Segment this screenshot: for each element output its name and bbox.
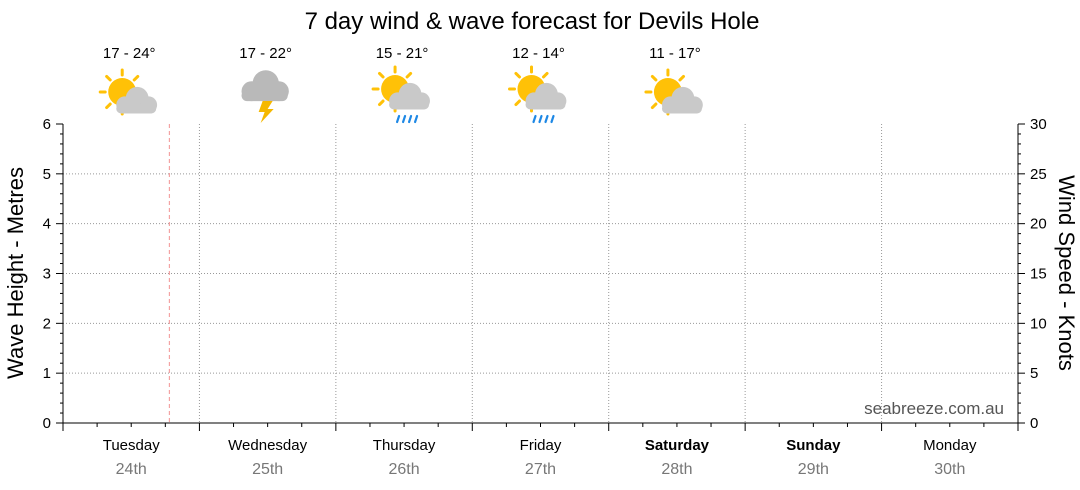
cloud-shape xyxy=(116,86,158,114)
cloud-shape xyxy=(661,86,703,114)
right-tick-label: 25 xyxy=(1030,166,1047,183)
rain-drop xyxy=(413,114,419,124)
rain-drop xyxy=(544,114,549,124)
cloud-shape xyxy=(525,82,567,110)
sun-ray xyxy=(405,71,413,79)
right-tick-label: 0 xyxy=(1030,415,1038,432)
left-tick-label: 5 xyxy=(43,166,51,183)
left-tick-label: 0 xyxy=(43,415,51,432)
temperature-range: 11 - 17° xyxy=(649,45,701,62)
left-tick-label: 2 xyxy=(43,315,51,332)
temperature-range: 17 - 24° xyxy=(103,45,156,62)
rain-drop xyxy=(532,114,537,124)
cloud-base xyxy=(241,90,288,102)
showers-icon xyxy=(371,65,430,124)
cloud-base xyxy=(116,103,157,114)
cloud-base xyxy=(525,99,566,110)
day-date-label: 26th xyxy=(389,461,420,478)
rain-drop xyxy=(538,114,543,124)
sun-ray xyxy=(650,74,658,82)
right-tick-label: 10 xyxy=(1030,315,1047,332)
day-label: Wednesday xyxy=(228,437,307,454)
right-tick-label: 15 xyxy=(1030,266,1047,283)
day-label: Friday xyxy=(520,437,562,454)
day-label: Thursday xyxy=(373,437,436,454)
right-axis-title: Wind Speed - Knots xyxy=(1054,175,1079,371)
day-date-label: 28th xyxy=(661,461,692,478)
right-tick-label: 30 xyxy=(1030,116,1047,133)
day-label: Sunday xyxy=(786,437,841,454)
daily-forecast: 17 - 24° 17 - 22° 15 - 21° 12 - 14° 11 - 17° xyxy=(98,45,703,124)
cloud-base xyxy=(389,99,430,110)
rain-drop xyxy=(395,114,401,124)
rain-drop xyxy=(550,114,555,124)
temperature-range: 12 - 14° xyxy=(512,45,565,62)
day-date-label: 24th xyxy=(116,461,147,478)
day-date-label: 29th xyxy=(798,461,829,478)
sun-ray xyxy=(378,99,385,107)
left-tick-label: 6 xyxy=(43,116,51,133)
sun-ray xyxy=(132,74,140,82)
watermark: seabreeze.com.au xyxy=(864,399,1004,418)
sun-ray xyxy=(650,102,658,110)
day-date-label: 30th xyxy=(934,461,965,478)
rain-drop xyxy=(401,114,407,124)
day-label: Monday xyxy=(923,437,977,454)
sun-ray xyxy=(514,71,521,79)
partly-cloudy-icon xyxy=(98,68,158,116)
sun-ray xyxy=(514,99,521,107)
left-axis-title: Wave Height - Metres xyxy=(3,167,28,379)
chart-title: 7 day wind & wave forecast for Devils Ho… xyxy=(305,8,760,35)
cloud-shape xyxy=(389,82,430,110)
temperature-range: 17 - 22° xyxy=(239,45,292,62)
sun-ray xyxy=(678,74,685,82)
left-tick-label: 3 xyxy=(43,266,51,283)
right-axis: 0 5 10 15 20 25 30 xyxy=(1018,116,1047,432)
left-tick-label: 4 xyxy=(43,216,51,233)
left-tick-label: 1 xyxy=(43,365,51,382)
right-tick-label: 20 xyxy=(1030,216,1047,233)
x-axis: Tuesday 24th Wednesday 25th Thursday 26th Frid… xyxy=(62,423,1019,478)
cloud-base xyxy=(661,103,702,114)
day-label: Tuesday xyxy=(103,437,160,454)
partly-cloudy-icon xyxy=(644,68,703,116)
thunderstorm-icon xyxy=(241,70,289,123)
sun-ray xyxy=(105,74,112,82)
day-label: Saturday xyxy=(645,437,710,454)
temperature-range: 15 - 21° xyxy=(376,45,429,62)
sun-ray xyxy=(105,102,112,110)
showers-icon xyxy=(508,65,567,124)
left-axis: 0 1 2 3 4 5 6 xyxy=(43,116,63,432)
lightning-bolt xyxy=(258,101,274,123)
day-date-label: 25th xyxy=(252,461,283,478)
sun-ray xyxy=(378,71,385,79)
cloud-shape xyxy=(241,70,289,102)
day-date-label: 27th xyxy=(525,461,556,478)
sun-ray xyxy=(542,71,549,79)
right-tick-label: 5 xyxy=(1030,365,1038,382)
rain-drop xyxy=(407,114,413,124)
grid-lines xyxy=(63,124,1018,423)
